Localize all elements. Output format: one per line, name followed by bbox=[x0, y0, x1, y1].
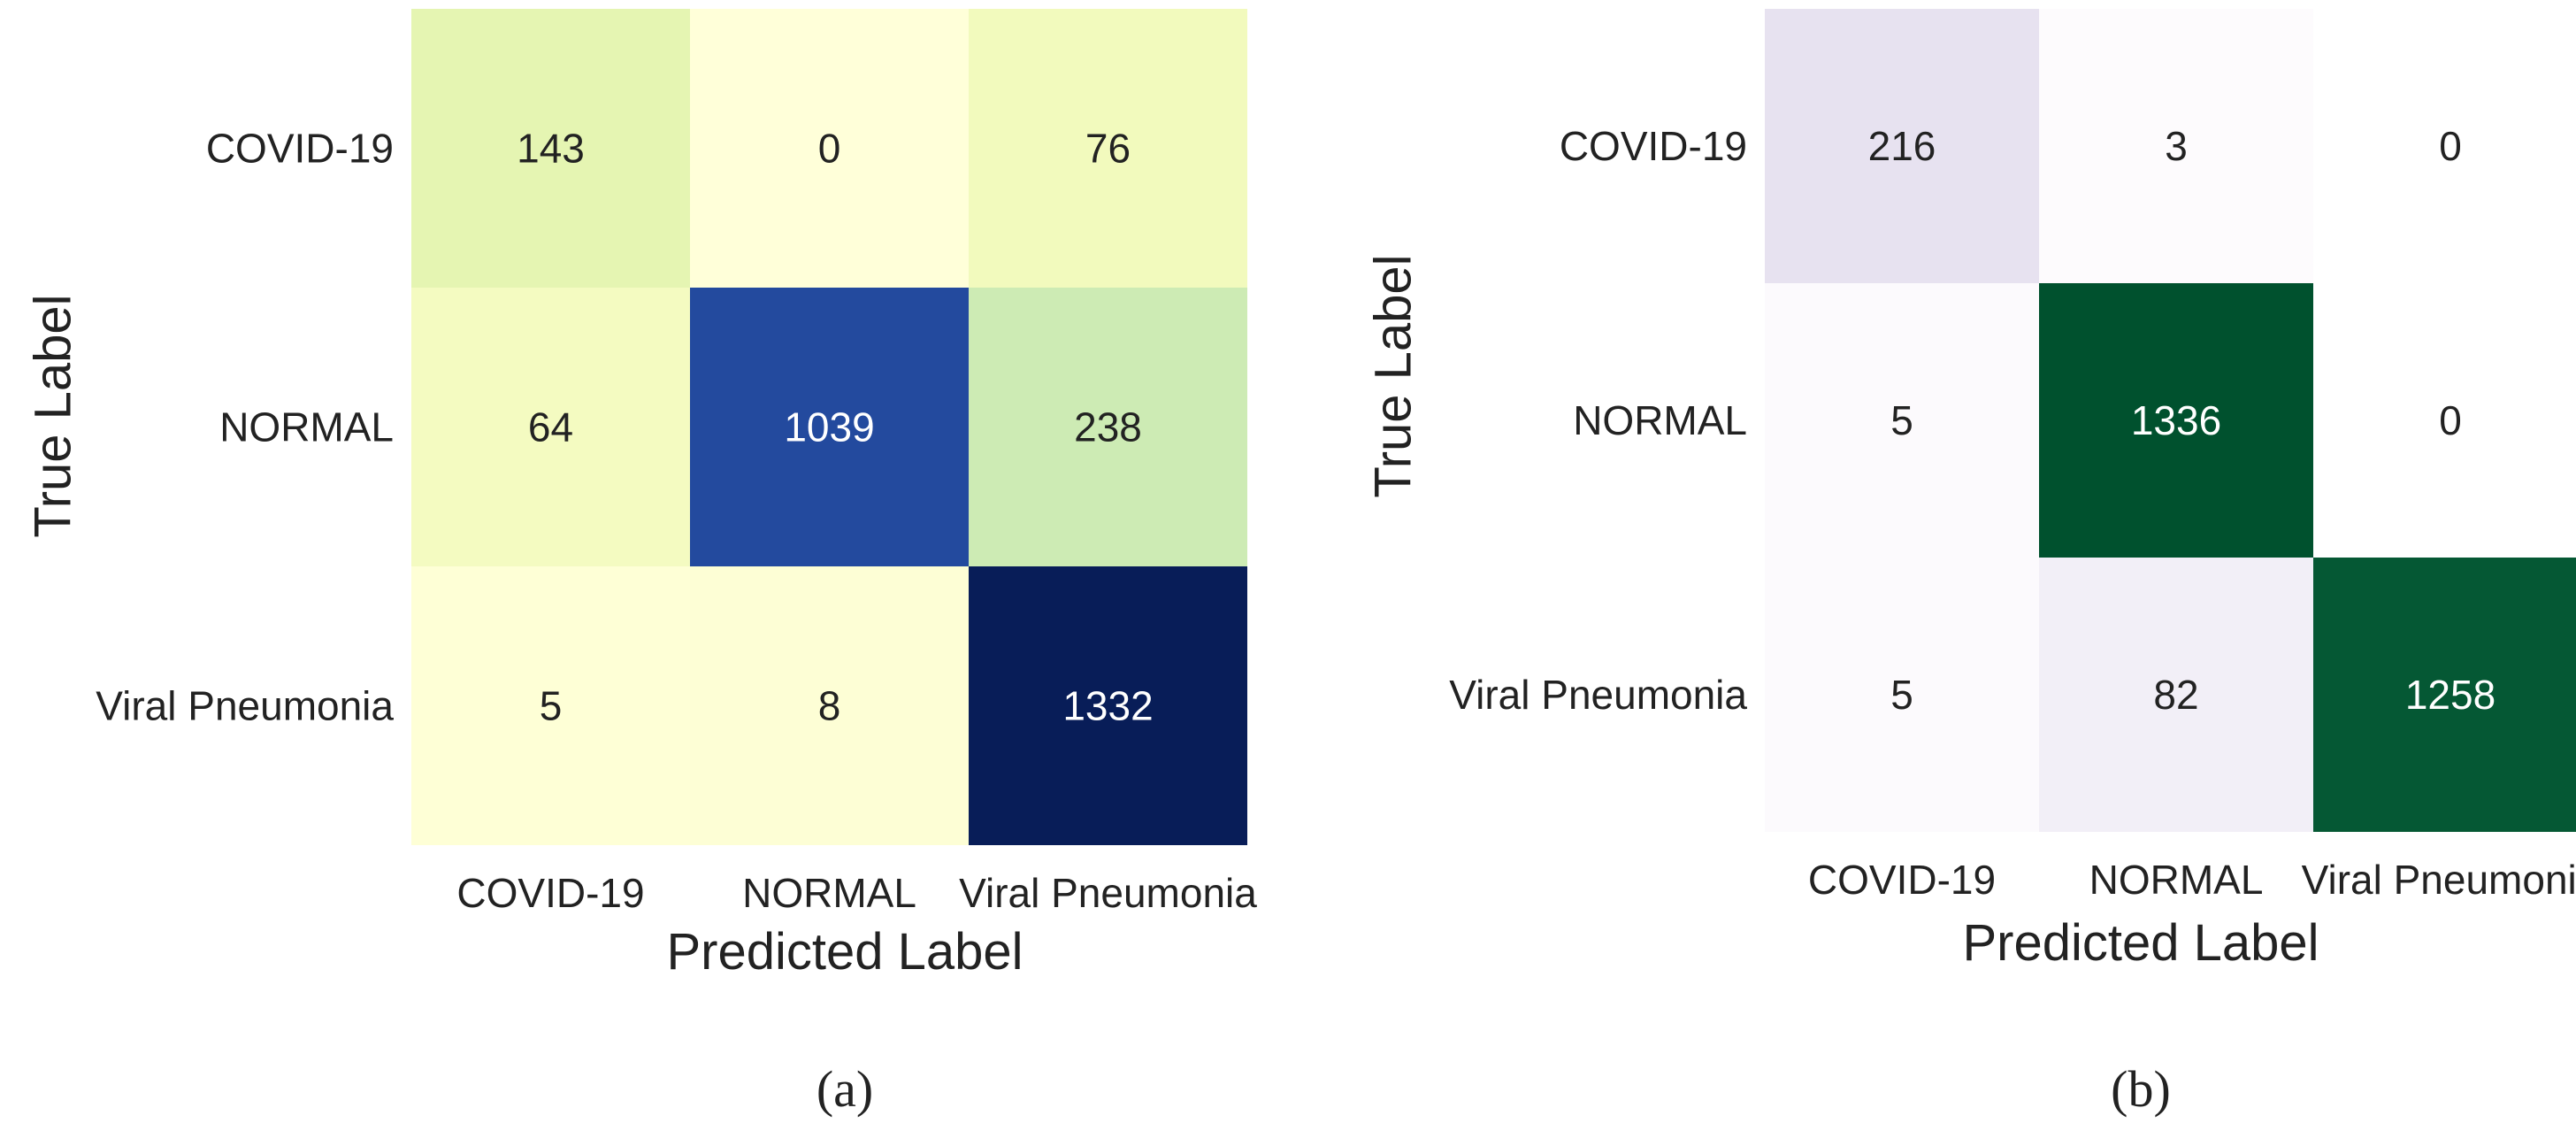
panel-b-xlabel: Predicted Label bbox=[1962, 914, 2319, 972]
x-tick-label-a: Viral Pneumonia bbox=[959, 870, 1257, 916]
panel-a-caption: (a) bbox=[816, 1060, 873, 1118]
heatmap-cell-b bbox=[2313, 558, 2576, 832]
cell-value-label-b: 216 bbox=[1868, 123, 1936, 169]
x-tick-label-a: COVID-19 bbox=[456, 870, 644, 916]
heatmap-cell-a bbox=[690, 288, 969, 566]
cell-value-label-b: 3 bbox=[2165, 123, 2188, 169]
cell-value-label-b: 5 bbox=[1890, 397, 1913, 443]
cell-value-label-a: 8 bbox=[818, 683, 841, 729]
y-tick-label-b: COVID-19 bbox=[1560, 123, 1747, 169]
heatmap-cell-b bbox=[2313, 283, 2576, 558]
cell-value-label-b: 1258 bbox=[2405, 672, 2496, 718]
heatmap-cell-a bbox=[411, 9, 690, 288]
panel-a-xlabel: Predicted Label bbox=[666, 923, 1023, 981]
panel-b-caption: (b) bbox=[2111, 1060, 2171, 1118]
heatmap-cells-b: 216 3 0 5 1336 0 5 82 1258 COVID-19 NORMAL Viral Pn… bbox=[1449, 9, 2576, 903]
cell-value-label-a: 1039 bbox=[784, 404, 874, 450]
y-tick-label-a: Viral Pneumonia bbox=[96, 683, 394, 729]
heatmap-cell-b bbox=[2039, 558, 2313, 832]
heatmap-cell-a bbox=[411, 288, 690, 566]
cell-value-label-a: 1332 bbox=[1062, 683, 1153, 729]
cell-value-label-a: 238 bbox=[1074, 404, 1142, 450]
cell-value-label-a: 76 bbox=[1085, 126, 1131, 172]
heatmap-cell-b bbox=[1765, 9, 2039, 283]
y-tick-label-a: NORMAL bbox=[219, 404, 394, 450]
x-tick-label-b: COVID-19 bbox=[1808, 857, 1996, 903]
heatmap-cell-a bbox=[969, 288, 1247, 566]
heatmap-cell-a bbox=[690, 9, 969, 288]
cell-value-label-b: 5 bbox=[1890, 672, 1913, 718]
heatmap-cell-b bbox=[1765, 558, 2039, 832]
panel-a: 143 0 76 64 1039 238 5 8 1332 COVID-19 NORMAL Viral… bbox=[25, 9, 1257, 1118]
x-tick-label-b: NORMAL bbox=[2089, 857, 2264, 903]
panel-b-ylabel: True Label bbox=[1365, 254, 1422, 497]
heatmap-cells-a: 143 0 76 64 1039 238 5 8 1332 COVID-19 NORMAL Viral… bbox=[96, 9, 1257, 916]
cell-value-label-a: 143 bbox=[517, 126, 585, 172]
cell-value-label-b: 1336 bbox=[2131, 397, 2221, 443]
y-tick-label-b: Viral Pneumonia bbox=[1449, 672, 1747, 718]
heatmap-cell-a bbox=[969, 9, 1247, 288]
panel-b: 216 3 0 5 1336 0 5 82 1258 COVID-19 NORMAL Viral Pn… bbox=[1365, 9, 2576, 1118]
panel-a-ylabel: True Label bbox=[25, 294, 82, 537]
cell-value-label-b: 82 bbox=[2153, 672, 2198, 718]
y-tick-label-a: COVID-19 bbox=[206, 126, 394, 172]
cell-value-label-a: 64 bbox=[528, 404, 573, 450]
x-tick-label-a: NORMAL bbox=[742, 870, 916, 916]
heatmap-cell-b bbox=[1765, 283, 2039, 558]
heatmap-cell-b bbox=[2039, 9, 2313, 283]
heatmap-cell-b bbox=[2313, 9, 2576, 283]
heatmap-cell-a bbox=[411, 566, 690, 845]
cell-value-label-a: 5 bbox=[540, 683, 563, 729]
cell-value-label-b: 0 bbox=[2439, 123, 2462, 169]
x-tick-label-b: Viral Pneumonia bbox=[2302, 857, 2576, 903]
cell-value-label-b: 0 bbox=[2439, 397, 2462, 443]
y-tick-label-b: NORMAL bbox=[1573, 397, 1747, 443]
cell-value-label-a: 0 bbox=[818, 126, 841, 172]
heatmap-cell-a bbox=[969, 566, 1247, 845]
heatmap-cell-b bbox=[2039, 283, 2313, 558]
heatmap-cell-a bbox=[690, 566, 969, 845]
